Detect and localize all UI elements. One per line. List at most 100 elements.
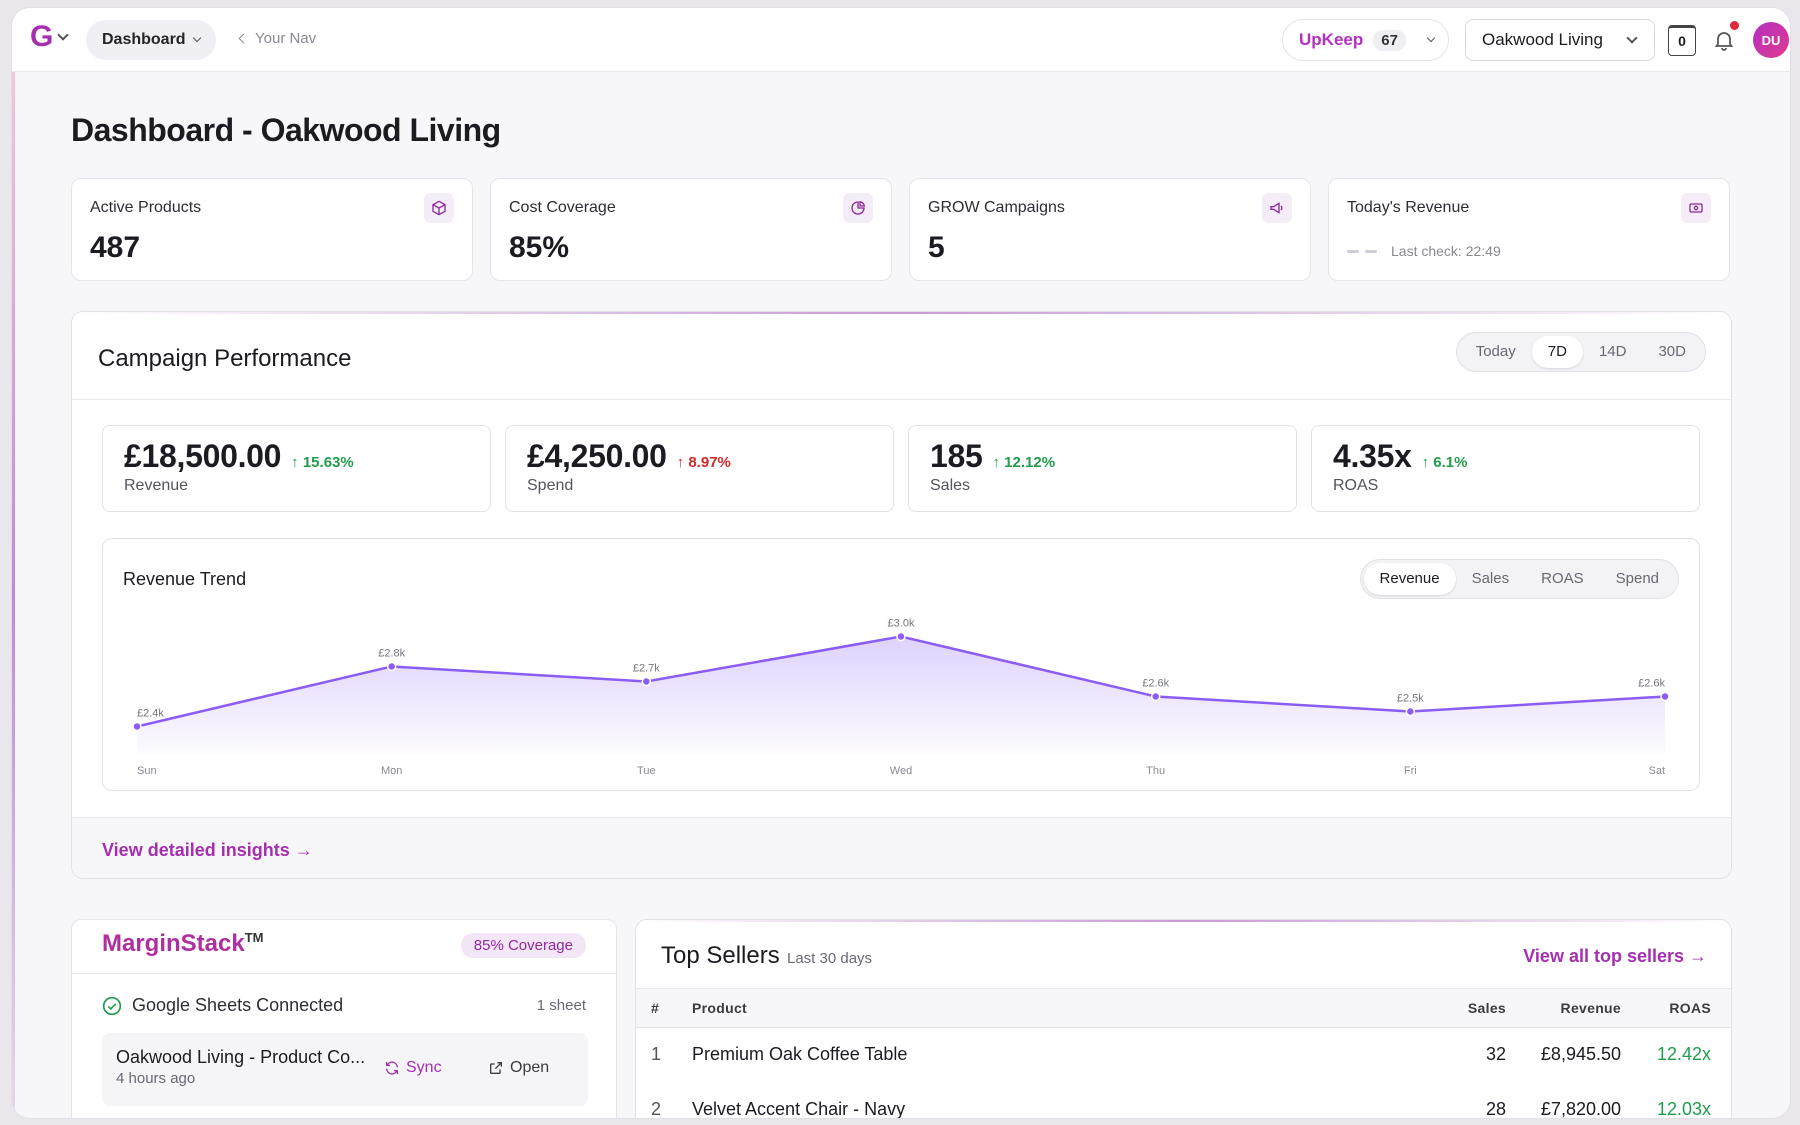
metric-label: Sales: [930, 477, 971, 494]
column-header-rank: #: [651, 1000, 660, 1016]
range-7d[interactable]: 7D: [1531, 336, 1583, 368]
avatar[interactable]: DU: [1753, 22, 1789, 58]
range-today[interactable]: Today: [1475, 343, 1516, 360]
stat-label: Today's Revenue: [1347, 199, 1470, 216]
delta-value: 6.1%: [1433, 454, 1468, 471]
chevron-down-icon: [57, 29, 70, 41]
sheet-file-row: Oakwood Living - Product Co... 4 hours a…: [102, 1033, 588, 1106]
data-point[interactable]: [1405, 706, 1416, 717]
chart-tab-sales[interactable]: Sales: [1471, 570, 1510, 587]
data-point[interactable]: [386, 661, 397, 672]
metric-spend: £4,250.00 ↑ 8.97% Spend: [505, 425, 894, 512]
divider: [72, 973, 616, 974]
workspace-switcher[interactable]: G: [30, 20, 70, 53]
column-header-sales: Sales: [1467, 1000, 1506, 1016]
pie-chart-icon: [843, 193, 873, 223]
chart-tab-roas[interactable]: ROAS: [1541, 570, 1584, 587]
campaign-performance-panel: Campaign Performance Today 7D 14D 30D £1…: [71, 311, 1732, 879]
table-row[interactable]: 2 Velvet Accent Chair - Navy 28 £7,820.0…: [636, 1083, 1731, 1118]
open-button[interactable]: Open: [488, 1059, 549, 1077]
sheet-count: 1 sheet: [536, 997, 586, 1014]
chart-tab-revenue[interactable]: Revenue: [1363, 563, 1456, 595]
top-bar: G Dashboard Your Nav UpKeep 67 Oakwood L…: [12, 8, 1790, 72]
top-sellers-card: Top Sellers Last 30 days View all top se…: [635, 919, 1732, 1118]
row-product: Velvet Accent Chair - Navy: [692, 1099, 906, 1118]
metric-revenue: £18,500.00 ↑ 15.63% Revenue: [102, 425, 491, 512]
metric-sales: 185 ↑ 12.12% Sales: [908, 425, 1297, 512]
delta-value: 8.97%: [688, 454, 731, 471]
metric-value: £18,500.00: [124, 438, 282, 474]
last-check-time: Last check: 22:49: [1391, 243, 1501, 259]
coverage-badge: 85% Coverage: [460, 933, 586, 958]
external-link-icon: [490, 1062, 502, 1074]
metric-roas: 4.35x ↑ 6.1% ROAS: [1311, 425, 1700, 512]
data-point[interactable]: [1150, 691, 1161, 702]
data-point[interactable]: [132, 721, 142, 732]
panel-title: Campaign Performance: [98, 345, 352, 372]
view-all-top-sellers-link[interactable]: View all top sellers →: [1523, 946, 1707, 966]
data-label: £2.8k: [378, 648, 405, 660]
table-row[interactable]: 1 Premium Oak Coffee Table 32 £8,945.50 …: [636, 1028, 1731, 1082]
store-select-value: Oakwood Living: [1482, 30, 1603, 49]
metric-label: Revenue: [124, 477, 189, 494]
revenue-trend-chart: £2.4k Sun £2.8k Mon £2.7k Tue £3.0k Wed £2.6k Thu…: [132, 618, 1670, 777]
data-point[interactable]: [896, 631, 906, 642]
delta-value: 15.63%: [302, 454, 354, 471]
data-label: £3.0k: [888, 618, 915, 630]
logo: G: [30, 20, 54, 53]
row-roas: 12.03x: [1656, 1099, 1711, 1118]
stat-label: GROW Campaigns: [928, 199, 1065, 216]
metric-value: 4.35x: [1333, 438, 1412, 474]
metric-value: £4,250.00: [527, 438, 667, 474]
sync-label: Sync: [406, 1059, 442, 1076]
row-revenue: £7,820.00: [1540, 1099, 1621, 1118]
connection-text: Google Sheets Connected: [132, 995, 344, 1015]
marginstack-logo: MarginStackTM: [102, 930, 264, 958]
data-label: £2.4k: [137, 708, 164, 720]
metric-label: ROAS: [1333, 477, 1379, 494]
x-tick-label: Thu: [1146, 765, 1165, 777]
upkeep-dropdown[interactable]: UpKeep 67: [1282, 19, 1449, 61]
row-sales: 32: [1485, 1044, 1506, 1064]
nav-dropdown-label: Dashboard: [102, 31, 186, 48]
stat-label: Active Products: [90, 199, 202, 216]
sync-button[interactable]: Sync: [384, 1059, 442, 1077]
column-header-product: Product: [692, 1000, 747, 1016]
top-sellers-subtitle: Last 30 days: [787, 950, 873, 967]
column-header-revenue: Revenue: [1560, 1000, 1621, 1016]
trademark: TM: [244, 930, 264, 945]
row-revenue: £8,945.50: [1540, 1044, 1621, 1064]
panel-footer: View detailed insights →: [72, 817, 1731, 878]
x-tick-label: Tue: [637, 765, 656, 777]
top-sellers-title: Top Sellers: [661, 942, 780, 969]
cart-counter[interactable]: 0: [1668, 25, 1696, 56]
data-point[interactable]: [641, 676, 652, 687]
connection-status: Google Sheets Connected: [102, 995, 343, 1016]
range-30d[interactable]: 30D: [1658, 343, 1686, 360]
view-insights-link[interactable]: View detailed insights →: [102, 840, 313, 860]
metric-label: Spend: [527, 477, 574, 494]
range-14d[interactable]: 14D: [1598, 343, 1627, 360]
marginstack-card: MarginStackTM 85% Coverage Google Sheets…: [71, 919, 617, 1118]
store-select[interactable]: Oakwood Living: [1465, 19, 1655, 61]
x-tick-label: Sun: [137, 765, 157, 777]
stat-value: 85%: [509, 231, 570, 264]
chart-tab-spend[interactable]: Spend: [1615, 570, 1659, 587]
x-tick-label: Mon: [381, 765, 402, 777]
upkeep-count: 67: [1373, 29, 1406, 51]
data-point[interactable]: [1660, 691, 1670, 702]
nav-dropdown[interactable]: Dashboard: [86, 20, 216, 60]
metric-delta: ↑ 12.12%: [992, 454, 1056, 471]
bell-icon[interactable]: [1712, 28, 1736, 52]
table-header: # Product Sales Revenue ROAS: [636, 988, 1731, 1028]
metric-delta: ↑ 15.63%: [291, 454, 354, 471]
row-product: Premium Oak Coffee Table: [692, 1044, 908, 1064]
cube-icon: [424, 193, 454, 223]
notification-dot: [1730, 21, 1739, 30]
data-label: £2.5k: [1397, 693, 1424, 705]
stat-pending: Last check: 22:49: [1347, 243, 1711, 259]
back-nav-link[interactable]: Your Nav: [238, 30, 316, 47]
stat-label: Cost Coverage: [509, 199, 616, 216]
stat-card-active-products: Active Products 487: [71, 178, 473, 281]
delta-value: 12.12%: [1004, 454, 1056, 471]
